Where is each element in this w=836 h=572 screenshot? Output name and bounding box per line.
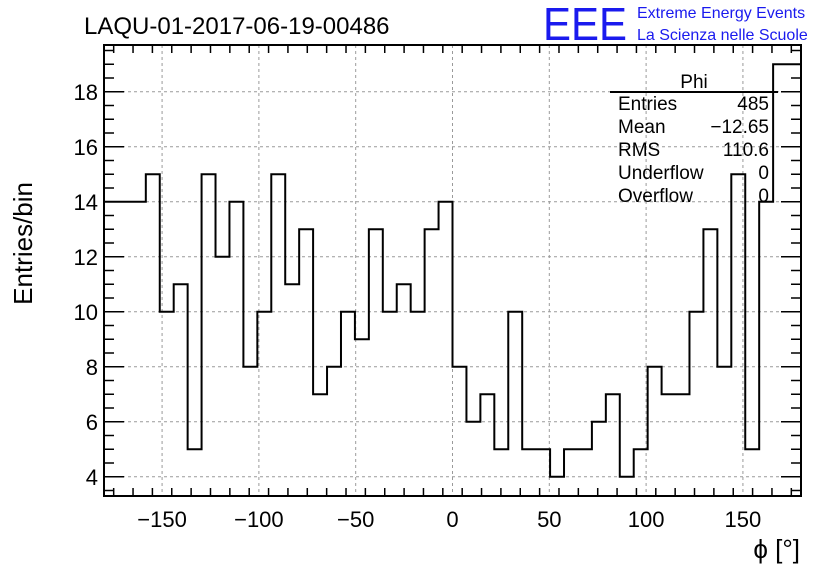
histogram-series-line <box>104 63 801 478</box>
y-tick-label: 16 <box>74 135 98 160</box>
y-axis-label: Entries/bin <box>8 182 38 305</box>
y-tick-label: 12 <box>74 245 98 270</box>
histogram-bin <box>550 477 564 496</box>
histogram-bin <box>327 367 341 496</box>
histogram-bin <box>717 367 731 496</box>
axis-ticks <box>104 45 801 496</box>
histogram-bin <box>355 339 369 496</box>
histogram-bin <box>453 367 467 496</box>
eee-logo: EEE Extreme Energy Events La Scienza nel… <box>543 0 808 50</box>
histogram-bin <box>118 202 132 496</box>
histogram-bin <box>411 312 425 496</box>
stats-value: 0 <box>758 186 769 207</box>
histogram-bin <box>606 394 620 496</box>
logo-line-2: La Scienza nelle Scuole <box>637 27 808 44</box>
histogram-bin <box>369 229 383 496</box>
x-tick-label: 0 <box>446 507 458 532</box>
y-tick-label: 4 <box>86 465 98 490</box>
histogram-bin <box>731 174 745 496</box>
histogram-bin <box>480 394 494 496</box>
histogram-bin <box>439 202 453 496</box>
stats-label: Mean <box>618 117 666 138</box>
histogram-bin <box>132 202 146 496</box>
y-tick-labels: 4 6 8 10 12 14 16 18 <box>74 80 98 490</box>
stats-rows: Entries 485 Mean −12.65 RMS 110.6 Underflow 0 Ov… <box>618 94 769 207</box>
histogram-bin <box>174 284 188 496</box>
stats-label: Entries <box>618 94 677 115</box>
logo-line-1: Extreme Energy Events <box>637 5 805 22</box>
histogram-bin <box>285 284 299 496</box>
histogram-bin <box>773 64 787 496</box>
stats-label: RMS <box>618 140 660 161</box>
histogram-bin <box>620 477 634 496</box>
y-tick-label: 14 <box>74 190 98 215</box>
histogram-bin <box>257 312 271 496</box>
histogram-bin <box>703 229 717 496</box>
y-tick-label: 10 <box>74 300 98 325</box>
histogram-bin <box>160 312 174 496</box>
histogram-bin <box>313 394 327 496</box>
histogram-bin <box>341 312 355 496</box>
x-tick-label: 50 <box>537 507 561 532</box>
y-tick-label: 18 <box>74 80 98 105</box>
histogram-bin <box>299 229 313 496</box>
histogram-bin <box>216 257 230 496</box>
histogram-bin <box>188 449 202 496</box>
histogram-bin <box>592 422 606 496</box>
stats-value: −12.65 <box>710 117 769 138</box>
histogram-bin <box>564 449 578 496</box>
stats-value: 485 <box>737 94 769 115</box>
stats-label: Overflow <box>618 186 693 207</box>
x-tick-label: −50 <box>337 507 374 532</box>
histogram-bin <box>676 394 690 496</box>
y-tick-label: 6 <box>86 410 98 435</box>
stats-title: Phi <box>680 72 707 93</box>
x-tick-labels: −150 −100 −50 0 50 100 150 <box>137 507 761 532</box>
stats-label: Underflow <box>618 163 704 184</box>
x-tick-label: −100 <box>234 507 284 532</box>
histogram-bin <box>689 312 703 496</box>
histogram-bin <box>578 449 592 496</box>
stats-value: 110.6 <box>723 140 769 161</box>
histogram-bin <box>536 449 550 496</box>
histogram-bin <box>243 367 257 496</box>
x-tick-label: 100 <box>628 507 665 532</box>
x-axis-label: ϕ [°] <box>753 534 800 564</box>
histogram-bin <box>662 394 676 496</box>
histogram-bin <box>508 312 522 496</box>
logo-mark: EEE <box>543 0 627 50</box>
histogram-bin <box>271 174 285 496</box>
histogram-bin <box>787 64 801 496</box>
y-tick-label: 8 <box>86 355 98 380</box>
x-tick-label: −150 <box>137 507 187 532</box>
histogram-bin <box>229 202 243 496</box>
histogram-bin <box>648 367 662 496</box>
histogram-bin <box>522 449 536 496</box>
x-tick-label: 150 <box>725 507 762 532</box>
stats-value: 0 <box>758 163 769 184</box>
histogram-bin <box>202 174 216 496</box>
histogram-bin <box>425 229 439 496</box>
chart-title: LAQU-01-2017-06-19-00486 <box>84 13 390 40</box>
histogram-bin <box>146 174 160 496</box>
histogram-bin <box>104 202 118 496</box>
histogram-bin <box>759 202 773 496</box>
histogram-bin <box>397 284 411 496</box>
histogram-bin <box>383 312 397 496</box>
stats-box: Phi Entries 485 Mean −12.65 RMS 110.6 Underflo… <box>610 72 778 207</box>
histogram-bin <box>466 422 480 496</box>
